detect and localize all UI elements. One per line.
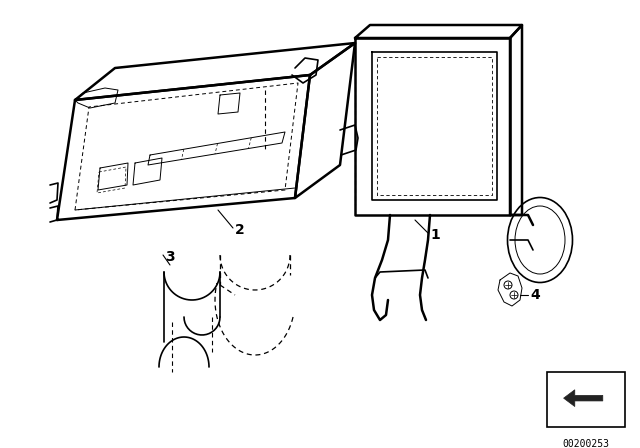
Text: 00200253: 00200253 [563,439,609,448]
Text: 3: 3 [165,250,175,264]
Bar [547,372,625,427]
Polygon shape [564,390,603,406]
Text: 4: 4 [530,288,540,302]
Text: 1: 1 [430,228,440,242]
Text: 2: 2 [235,223,244,237]
